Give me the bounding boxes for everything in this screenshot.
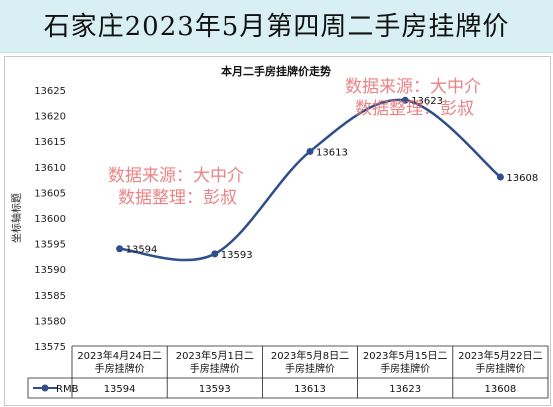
data-label: 13594 xyxy=(126,245,158,256)
y-tick-label: 13625 xyxy=(34,86,66,97)
table-value: 13594 xyxy=(104,384,136,395)
y-tick-label: 13580 xyxy=(34,316,66,327)
y-tick-label: 13620 xyxy=(34,112,66,123)
legend-marker xyxy=(41,384,49,392)
table-value: 13613 xyxy=(294,384,326,395)
chart-area xyxy=(4,56,551,406)
watermark-organizer: 数据整理：彭叔 xyxy=(118,188,237,208)
y-tick-label: 13605 xyxy=(34,188,66,199)
watermark-source: 数据来源：大中介 xyxy=(345,77,481,97)
title-bar: 石家庄2023年5月第四周二手房挂牌价 xyxy=(0,0,553,53)
y-axis-title: 坐标轴标题 xyxy=(10,193,23,243)
table-value: 13623 xyxy=(389,384,421,395)
data-label: 13608 xyxy=(506,173,538,184)
y-tick-label: 13590 xyxy=(34,265,66,276)
y-tick-label: 13615 xyxy=(34,137,66,148)
legend-label: RMB xyxy=(56,384,79,395)
y-tick-label: 13575 xyxy=(34,342,66,353)
watermark-source: 数据来源：大中介 xyxy=(108,166,244,186)
data-point xyxy=(401,96,409,104)
watermark-2: 数据来源：大中介 数据整理：彭叔 xyxy=(345,76,481,120)
data-label: 13613 xyxy=(316,147,348,158)
x-category-label: 2023年5月1日二手房挂牌价 xyxy=(176,349,254,375)
chart-title: 本月二手房挂牌价走势 xyxy=(221,64,331,78)
data-label: 13623 xyxy=(411,96,443,107)
x-category-label: 2023年4月24日二手房挂牌价 xyxy=(77,349,162,375)
data-point xyxy=(306,147,314,155)
x-category-label: 2023年5月22日二手房挂牌价 xyxy=(458,349,543,375)
table-value: 13593 xyxy=(199,384,231,395)
y-tick-label: 13585 xyxy=(34,291,66,302)
x-category-label: 2023年5月8日二手房挂牌价 xyxy=(271,349,349,375)
data-label: 13593 xyxy=(221,250,253,261)
table-value: 13608 xyxy=(484,384,516,395)
page-title: 石家庄2023年5月第四周二手房挂牌价 xyxy=(43,12,510,42)
watermark-organizer: 数据整理：彭叔 xyxy=(355,99,474,119)
data-point xyxy=(116,245,124,253)
data-point xyxy=(496,173,504,181)
y-tick-label: 13600 xyxy=(34,214,66,225)
y-tick-label: 13610 xyxy=(34,163,66,174)
watermark-1: 数据来源：大中介 数据整理：彭叔 xyxy=(108,165,244,209)
y-tick-label: 13595 xyxy=(34,240,66,251)
data-point xyxy=(211,250,219,258)
x-category-label: 2023年5月15日二手房挂牌价 xyxy=(363,349,448,375)
